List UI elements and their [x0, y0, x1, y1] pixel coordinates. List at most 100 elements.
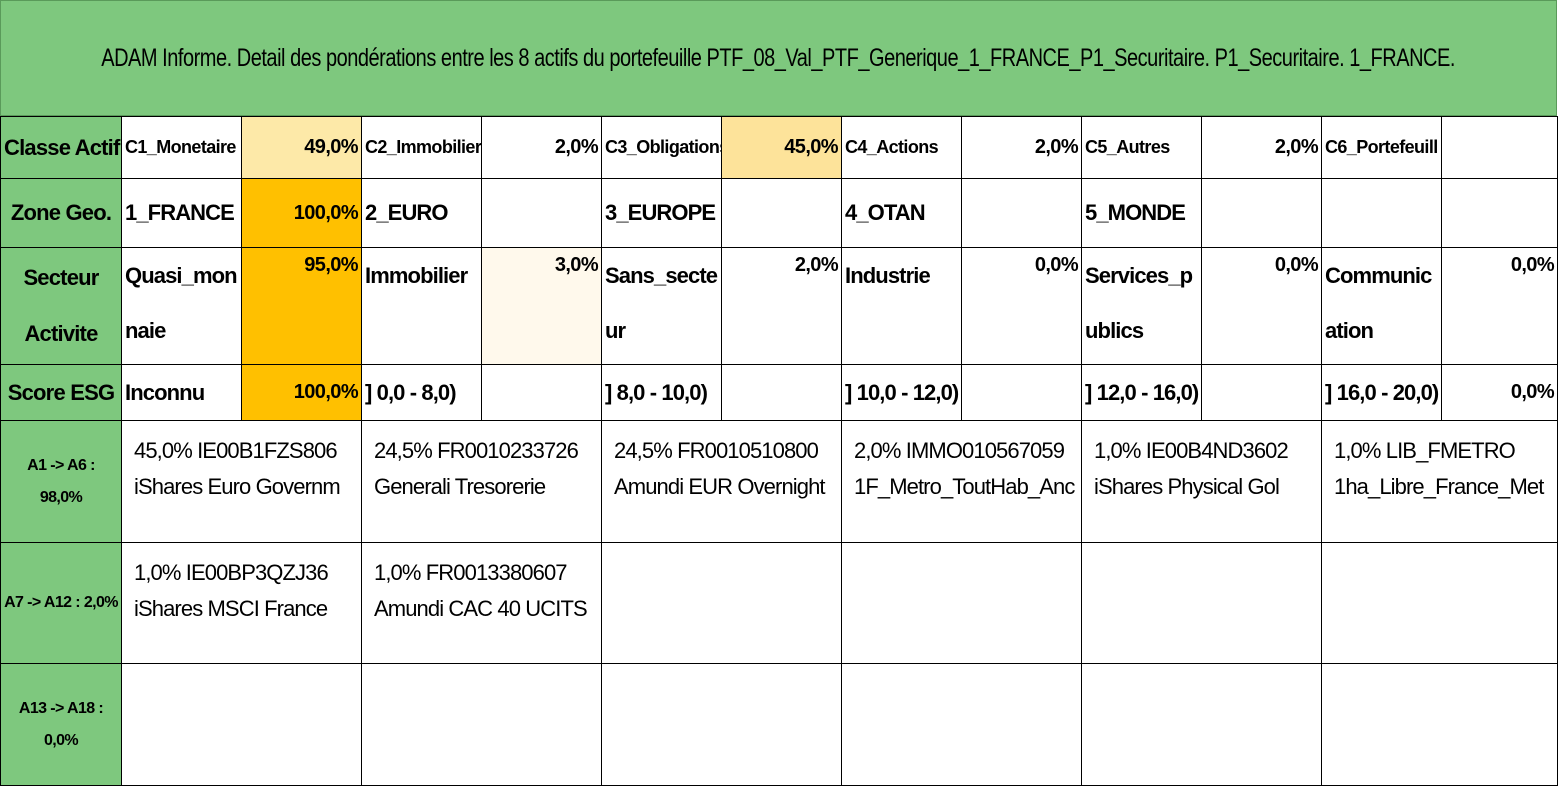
esg-label[interactable]: ] 10,0 - 12,0): [841, 364, 962, 421]
row-assets-a13-a18: A13 -> A18 : 0,0%: [0, 663, 1558, 786]
asset-cell[interactable]: [601, 542, 842, 664]
row-score-esg: Score ESG Inconnu 100,0% ] 0,0 - 8,0) ] …: [0, 364, 1558, 421]
class-label[interactable]: C4_Actions: [841, 116, 962, 179]
esg-label[interactable]: ] 8,0 - 10,0): [601, 364, 722, 421]
asset-group-header: A7 -> A12 : 2,0%: [0, 542, 122, 664]
zone-value[interactable]: [961, 178, 1082, 248]
zone-label[interactable]: 4_OTAN: [841, 178, 962, 248]
report-title-text: ADAM Informe. Detail des pondérations en…: [101, 43, 1456, 72]
sector-label[interactable]: Services_publics: [1081, 247, 1202, 365]
zone-label[interactable]: 5_MONDE: [1081, 178, 1202, 248]
asset-code: 24,5% FR0010510800: [614, 438, 819, 463]
esg-label[interactable]: ] 16,0 - 20,0): [1321, 364, 1442, 421]
row-assets-a7-a12: A7 -> A12 : 2,0% 1,0% IE00BP3QZJ36 iShare…: [0, 542, 1558, 664]
sector-value[interactable]: 0,0%: [961, 247, 1082, 365]
esg-value[interactable]: [721, 364, 842, 421]
esg-value[interactable]: 0,0%: [1441, 364, 1558, 421]
row-header-line: Secteur: [23, 265, 99, 290]
asset-cell[interactable]: 1,0% LIB_FMETRO 1ha_Libre_France_Met: [1321, 420, 1558, 543]
asset-group-header-line: 98,0%: [39, 488, 83, 506]
asset-code: 1,0% LIB_FMETRO: [1334, 438, 1516, 463]
row-classe-actif: Classe Actif C1_Monetaire 49,0% C2_Immob…: [0, 116, 1558, 179]
zone-value[interactable]: [721, 178, 842, 248]
esg-value[interactable]: [1201, 364, 1322, 421]
row-zone-geo: Zone Geo. 1_FRANCE 100,0% 2_EURO 3_EUROP…: [0, 178, 1558, 248]
asset-name: Generali Tresorerie: [374, 474, 546, 499]
row-header-classe-actif: Classe Actif: [0, 116, 122, 179]
asset-code: 1,0% FR0013380607: [374, 560, 568, 585]
asset-name: Amundi EUR Overnight: [614, 474, 826, 499]
esg-label[interactable]: ] 0,0 - 8,0): [361, 364, 482, 421]
class-value[interactable]: 2,0%: [1201, 116, 1322, 179]
asset-cell[interactable]: [1081, 663, 1322, 786]
esg-value[interactable]: [961, 364, 1082, 421]
esg-value[interactable]: 100,0%: [241, 364, 362, 421]
sector-label[interactable]: Communication: [1321, 247, 1442, 365]
class-label[interactable]: C2_Immobilier: [361, 116, 482, 179]
asset-cell[interactable]: [841, 542, 1082, 664]
asset-name: Amundi CAC 40 UCITS: [374, 596, 588, 621]
class-value[interactable]: 49,0%: [241, 116, 362, 179]
sector-label[interactable]: Immobilier: [361, 247, 482, 365]
asset-cell[interactable]: [1081, 542, 1322, 664]
row-header-zone-geo: Zone Geo.: [0, 178, 122, 248]
asset-cell[interactable]: 2,0% IMMO010567059 1F_Metro_ToutHab_Anc: [841, 420, 1082, 543]
report-title: ADAM Informe. Detail des pondérations en…: [0, 0, 1557, 116]
asset-name: iShares Physical Gol: [1094, 474, 1280, 499]
asset-cell[interactable]: [1321, 663, 1558, 786]
sector-label[interactable]: Industrie: [841, 247, 962, 365]
sector-label[interactable]: Sans_secteur: [601, 247, 722, 365]
zone-label[interactable]: 1_FRANCE: [121, 178, 242, 248]
asset-group-header-line: A7 -> A12 : 2,0%: [4, 594, 118, 611]
class-value[interactable]: 45,0%: [721, 116, 842, 179]
asset-code: 2,0% IMMO010567059: [854, 438, 1065, 463]
asset-code: 45,0% IE00B1FZS806: [134, 438, 338, 463]
zone-label[interactable]: [1321, 178, 1442, 248]
asset-cell[interactable]: 24,5% FR0010233726 Generali Tresorerie: [361, 420, 602, 543]
asset-cell[interactable]: [601, 663, 842, 786]
esg-label[interactable]: Inconnu: [121, 364, 242, 421]
row-header-secteur-activite: Secteur Activite: [0, 247, 122, 365]
zone-label[interactable]: 2_EURO: [361, 178, 482, 248]
asset-cell[interactable]: [361, 663, 602, 786]
sector-value[interactable]: 0,0%: [1201, 247, 1322, 365]
weights-table: Classe Actif C1_Monetaire 49,0% C2_Immob…: [0, 116, 1558, 786]
zone-value[interactable]: [1441, 178, 1558, 248]
asset-group-header-line: A1 -> A6 :: [27, 456, 95, 474]
asset-code: 1,0% IE00BP3QZJ36: [134, 560, 329, 585]
sector-value[interactable]: 0,0%: [1441, 247, 1558, 365]
asset-cell[interactable]: [121, 663, 362, 786]
asset-group-header: A13 -> A18 : 0,0%: [0, 663, 122, 786]
asset-cell[interactable]: 1,0% IE00BP3QZJ36 iShares MSCI France: [121, 542, 362, 664]
zone-value[interactable]: [1201, 178, 1322, 248]
class-label[interactable]: C6_Portefeuill: [1321, 116, 1442, 179]
asset-code: 24,5% FR0010233726: [374, 438, 579, 463]
asset-code: 1,0% IE00B4ND3602: [1094, 438, 1289, 463]
asset-cell[interactable]: 1,0% FR0013380607 Amundi CAC 40 UCITS: [361, 542, 602, 664]
esg-value[interactable]: [481, 364, 602, 421]
zone-label[interactable]: 3_EUROPE: [601, 178, 722, 248]
row-secteur-activite: Secteur Activite Quasi_monnaie 95,0% Imm…: [0, 247, 1558, 365]
asset-cell[interactable]: 24,5% FR0010510800 Amundi EUR Overnight: [601, 420, 842, 543]
sector-value[interactable]: 3,0%: [481, 247, 602, 365]
class-value[interactable]: 2,0%: [961, 116, 1082, 179]
sector-value[interactable]: 95,0%: [241, 247, 362, 365]
class-label[interactable]: C5_Autres: [1081, 116, 1202, 179]
asset-name: 1F_Metro_ToutHab_Anc: [854, 474, 1075, 499]
class-label[interactable]: C1_Monetaire: [121, 116, 242, 179]
class-value[interactable]: [1441, 116, 1558, 179]
asset-cell[interactable]: [841, 663, 1082, 786]
asset-cell[interactable]: 1,0% IE00B4ND3602 iShares Physical Gol: [1081, 420, 1322, 543]
esg-label[interactable]: ] 12,0 - 16,0): [1081, 364, 1202, 421]
sector-value[interactable]: 2,0%: [721, 247, 842, 365]
row-assets-a1-a6: A1 -> A6 : 98,0% 45,0% IE00B1FZS806 iShar…: [0, 420, 1558, 543]
asset-cell[interactable]: 45,0% IE00B1FZS806 iShares Euro Governm: [121, 420, 362, 543]
class-label[interactable]: C3_Obligations: [601, 116, 722, 179]
zone-value[interactable]: 100,0%: [241, 178, 362, 248]
asset-cell[interactable]: [1321, 542, 1558, 664]
class-value[interactable]: 2,0%: [481, 116, 602, 179]
zone-value[interactable]: [481, 178, 602, 248]
asset-name: 1ha_Libre_France_Met: [1334, 474, 1544, 499]
sector-label[interactable]: Quasi_monnaie: [121, 247, 242, 365]
